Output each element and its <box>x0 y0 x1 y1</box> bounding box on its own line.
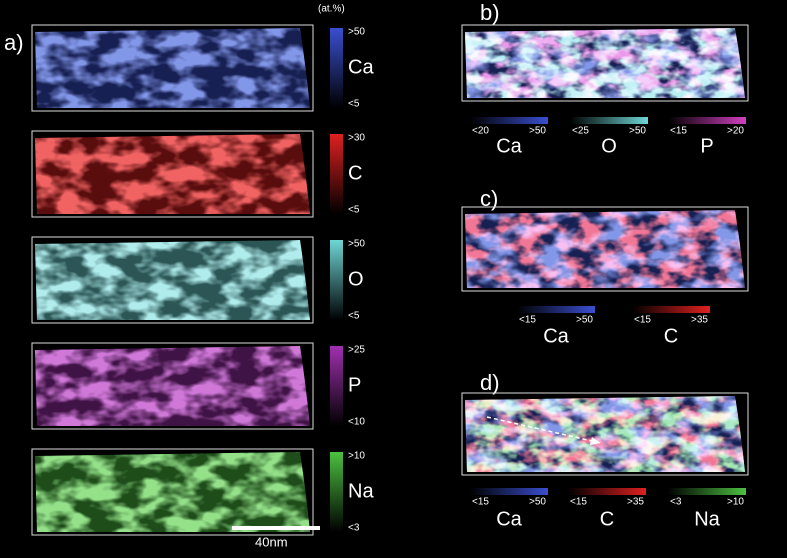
panel-label: a) <box>4 30 24 55</box>
colorbar-min: <10 <box>348 417 365 428</box>
colorbar <box>570 117 648 124</box>
colorbar-min: <15 <box>570 497 587 508</box>
colorbar-max: >10 <box>727 497 744 508</box>
map-texture <box>35 346 310 426</box>
element-label: C <box>348 162 362 184</box>
colorbar-min: <3 <box>348 523 360 534</box>
colorbar-max: >25 <box>348 345 365 356</box>
colorbar-min: <3 <box>670 497 682 508</box>
panel-label: d) <box>480 370 500 395</box>
colorbar <box>330 28 343 108</box>
map-frame <box>31 24 314 112</box>
colorbar <box>470 488 548 495</box>
colorbar <box>330 452 343 532</box>
element-label: Ca <box>543 325 569 347</box>
element-label: C <box>600 508 614 530</box>
colorbar <box>330 134 343 214</box>
element-label: P <box>700 135 713 157</box>
element-label: Ca <box>348 56 374 78</box>
scale-bar <box>232 526 320 530</box>
colorbar-min: <15 <box>634 315 651 326</box>
colorbar-max: >50 <box>529 497 546 508</box>
colorbar <box>470 117 548 124</box>
panel-label: b) <box>480 0 500 25</box>
colorbar-max: >50 <box>529 126 546 137</box>
arrow-head <box>590 437 601 445</box>
colorbar <box>330 346 343 426</box>
colorbar-min: <15 <box>519 315 536 326</box>
scale-bar-label: 40nm <box>255 534 288 549</box>
colorbar-min: <20 <box>472 126 489 137</box>
element-label: O <box>348 268 364 290</box>
colorbar-min: <5 <box>348 99 360 110</box>
colorbar <box>330 240 343 320</box>
colorbar-max: >50 <box>576 315 593 326</box>
element-label: C <box>664 325 678 347</box>
colorbar-max: >35 <box>627 497 644 508</box>
element-label: Na <box>348 480 374 502</box>
colorbar-max: >50 <box>629 126 646 137</box>
panel-label: c) <box>480 186 498 211</box>
map-texture <box>465 28 745 98</box>
map-frame <box>31 236 314 324</box>
colorbar-min: <5 <box>348 205 360 216</box>
colorbar-max: >20 <box>727 126 744 137</box>
colorbar <box>632 306 710 313</box>
colorbar <box>668 488 746 495</box>
colorbar-max: >30 <box>348 133 365 144</box>
colorbar-max: >50 <box>348 27 365 38</box>
map-texture <box>35 240 310 320</box>
element-label: O <box>601 135 617 157</box>
colorbar <box>517 306 595 313</box>
element-label: P <box>348 374 361 396</box>
map-frame <box>31 130 314 218</box>
colorbar-min: <15 <box>670 126 687 137</box>
map-texture <box>35 134 310 214</box>
map-frame <box>461 392 749 476</box>
colorbar <box>668 117 746 124</box>
colorbar-max: >50 <box>348 239 365 250</box>
element-label: Ca <box>496 135 522 157</box>
colorbar-max: >10 <box>348 451 365 462</box>
map-frame <box>461 206 749 292</box>
map-texture <box>465 396 745 472</box>
element-label: Ca <box>496 508 522 530</box>
unit-label: (at.%) <box>318 4 345 15</box>
colorbar-min: <25 <box>572 126 589 137</box>
arrow-line <box>486 416 593 442</box>
element-label: Na <box>694 508 720 530</box>
map-frame <box>461 24 749 102</box>
colorbar-min: <15 <box>472 497 489 508</box>
colorbar-min: <5 <box>348 311 360 322</box>
map-texture <box>35 28 310 108</box>
map-texture <box>465 210 745 288</box>
colorbar <box>568 488 646 495</box>
map-frame <box>31 448 314 536</box>
colorbar-max: >35 <box>691 315 708 326</box>
map-texture <box>35 452 310 532</box>
map-frame <box>31 342 314 430</box>
